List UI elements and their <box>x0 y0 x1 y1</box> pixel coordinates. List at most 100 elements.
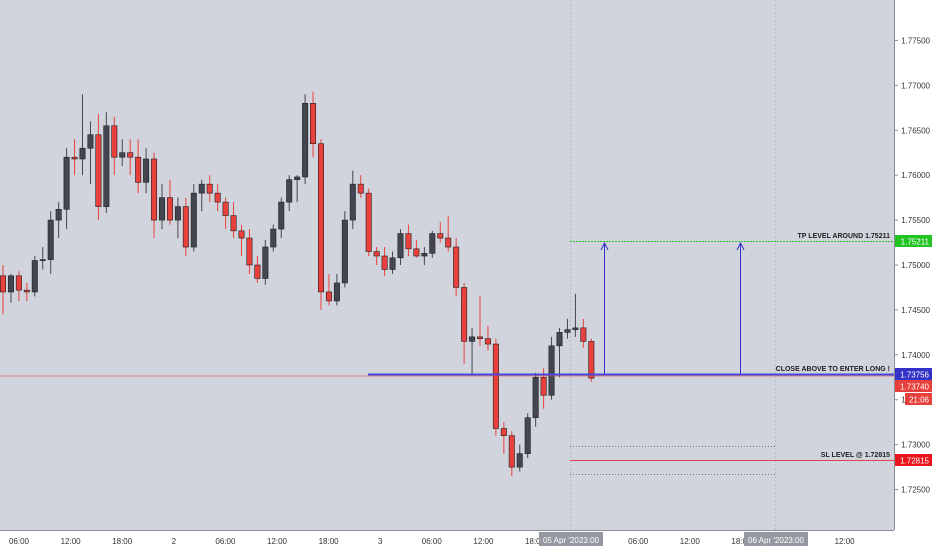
svg-text:05 Apr '20: 05 Apr '20 <box>543 536 579 545</box>
candle-body <box>294 176 301 180</box>
candle <box>174 197 181 239</box>
candle-body <box>55 209 62 221</box>
target-arrow[interactable] <box>736 241 745 374</box>
candle-body <box>437 233 444 239</box>
candle <box>238 224 245 257</box>
candle-body <box>476 336 483 339</box>
target-arrow[interactable] <box>600 241 609 374</box>
candle-body <box>262 246 269 279</box>
svg-text:06 Apr '20: 06 Apr '20 <box>748 536 784 545</box>
candle-body <box>230 215 237 232</box>
candle <box>476 296 483 346</box>
candle <box>166 179 173 225</box>
candle-body <box>317 143 324 293</box>
y-tick-label: 1.77500 <box>901 36 930 45</box>
candle-body <box>23 289 30 293</box>
x-tick-label: 18:00 <box>731 537 752 546</box>
candle-body <box>564 329 571 333</box>
x-tick-label: 06:00 <box>9 537 30 546</box>
candle-body <box>532 376 539 419</box>
candle-body <box>508 435 515 468</box>
countdown-label: 21:06 <box>905 393 932 405</box>
candle <box>294 175 301 203</box>
candle-body <box>492 343 499 429</box>
candle-body <box>174 206 181 221</box>
candle-body <box>159 197 166 221</box>
candle-body <box>373 251 380 257</box>
candle-body <box>111 125 118 158</box>
candle-body <box>405 233 412 250</box>
candle <box>31 256 38 297</box>
candle-body <box>31 260 38 293</box>
candle-body <box>135 156 142 183</box>
candle-body <box>63 156 70 210</box>
candle-body <box>341 219 348 284</box>
candle <box>397 229 404 265</box>
candle <box>230 202 237 239</box>
candle <box>302 94 309 185</box>
candle-body <box>254 264 261 279</box>
svg-text:1.72815: 1.72815 <box>900 457 929 466</box>
candle-body <box>182 206 189 248</box>
candle-body <box>572 327 579 330</box>
candle-body <box>198 183 205 194</box>
candle-body <box>381 255 388 270</box>
candle <box>23 282 30 301</box>
date-range-start-label: 05 Apr '20 23:00 <box>539 532 603 546</box>
candle <box>182 197 189 257</box>
candle <box>15 271 22 301</box>
candle <box>159 184 166 230</box>
time-axis <box>0 530 894 550</box>
candle <box>564 318 571 339</box>
candle-body <box>39 259 46 261</box>
candle-body <box>190 192 197 248</box>
candle-body <box>127 152 134 158</box>
plot-background <box>0 0 894 530</box>
svg-text:23:00: 23:00 <box>579 536 600 545</box>
candle <box>429 230 436 258</box>
x-tick-label: 18:00 <box>112 537 133 546</box>
candle-body <box>349 183 356 221</box>
x-tick-label: 12:00 <box>267 537 288 546</box>
candle-body <box>357 183 364 194</box>
y-tick-label: 1.72500 <box>901 486 930 495</box>
candle-body <box>238 230 245 239</box>
candle <box>286 175 293 212</box>
y-tick-label: 1.76000 <box>901 171 930 180</box>
candle-body <box>524 417 531 454</box>
candle <box>349 170 356 230</box>
candle <box>453 238 460 297</box>
candle-body <box>333 282 340 302</box>
candle-body <box>548 345 555 396</box>
x-tick-label: 12:00 <box>473 537 494 546</box>
candle-body <box>47 219 54 260</box>
candle-body <box>79 147 86 160</box>
candle-body <box>389 257 396 270</box>
candle <box>0 265 6 315</box>
candle <box>484 326 491 351</box>
x-tick-label: 3 <box>378 537 383 546</box>
candle <box>500 422 507 454</box>
candle <box>190 184 197 252</box>
candle-body <box>71 156 78 160</box>
candle-body <box>222 201 229 216</box>
y-tick-label: 1.74500 <box>901 306 930 315</box>
candle-body <box>278 201 285 230</box>
candle-body <box>365 192 372 252</box>
candle-body <box>0 275 6 293</box>
candle <box>365 188 372 257</box>
candle-body <box>429 233 436 254</box>
candle-body <box>421 253 428 257</box>
candle-body <box>143 158 150 183</box>
candle <box>55 202 62 239</box>
entry-annotation: CLOSE ABOVE TO ENTER LONG ! <box>776 366 890 373</box>
candle <box>262 239 269 285</box>
candle <box>405 224 412 257</box>
candle <box>254 256 261 283</box>
price-label-entry: 1.73756 <box>895 368 932 380</box>
candle <box>524 413 531 459</box>
candle-body <box>325 291 332 302</box>
candle-body <box>7 275 14 293</box>
x-tick-label: 12:00 <box>680 537 701 546</box>
